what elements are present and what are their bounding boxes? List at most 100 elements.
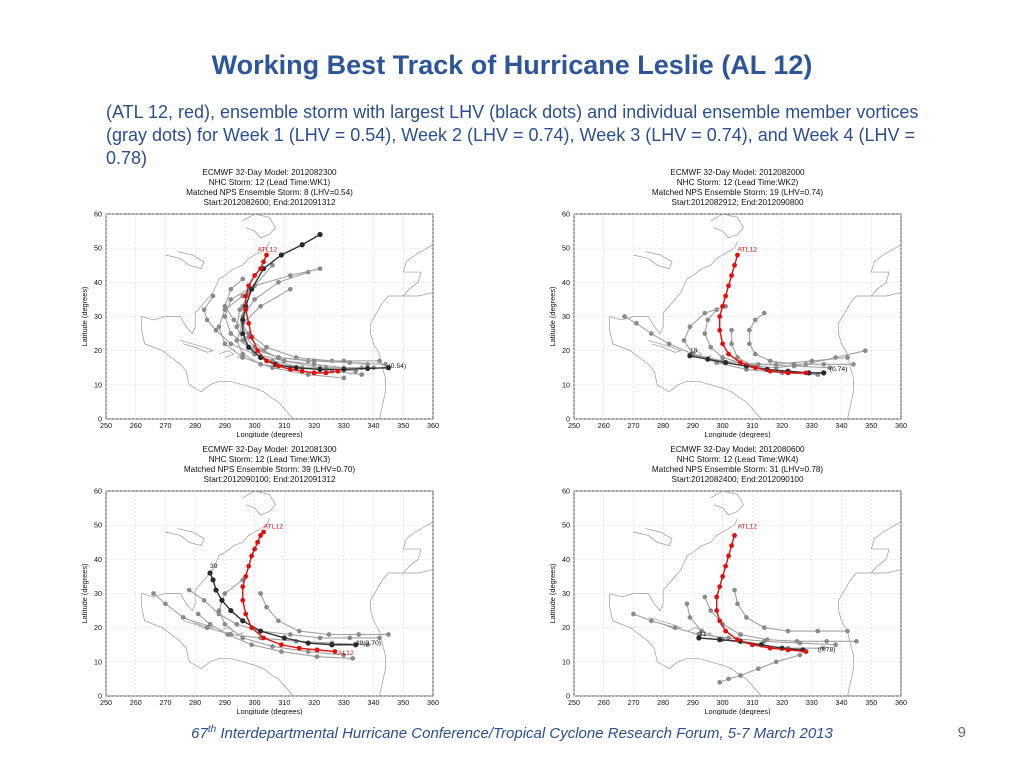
x-axis-label: Longitude (degrees): [704, 707, 770, 715]
data-point: [702, 594, 708, 600]
x-tick-label: 350: [397, 698, 409, 707]
y-tick-label: 50: [94, 244, 102, 253]
data-point: [207, 621, 213, 627]
data-point: [240, 276, 246, 282]
y-tick-label: 20: [94, 623, 102, 632]
data-point: [753, 317, 758, 323]
data-point: [747, 327, 752, 333]
data-point: [246, 283, 252, 289]
data-point: [216, 324, 222, 330]
data-point: [341, 652, 347, 658]
data-point: [257, 628, 264, 634]
chart-title-line: Matched NPS Ensemble Storm: 8 (LHV=0.54): [186, 188, 353, 197]
series-atl12: [240, 529, 338, 654]
data-point: [729, 341, 734, 347]
data-point: [276, 363, 281, 369]
grid-lines: [105, 490, 434, 697]
y-tick-label: 0: [566, 415, 570, 424]
series-member: [258, 591, 391, 637]
x-tick-label: 280: [657, 421, 669, 430]
data-point: [219, 597, 225, 603]
series-atl12: [717, 252, 809, 376]
chart-title-line: Start:2012090100; End:2012091312: [203, 475, 335, 484]
data-point: [317, 266, 323, 271]
x-tick-label: 260: [598, 698, 610, 707]
data-point: [264, 344, 269, 350]
footer-ordinal: 67: [191, 725, 208, 742]
x-tick-label: 290: [687, 698, 699, 707]
data-point: [681, 338, 687, 343]
data-point: [329, 642, 335, 648]
data-point: [797, 652, 803, 658]
y-tick-label: 20: [562, 346, 570, 355]
coastline: [141, 593, 202, 669]
data-point: [717, 680, 722, 685]
data-point: [648, 331, 654, 336]
chart-title-line: Matched NPS Ensemble Storm: 31 (LHV=0.78…: [652, 465, 824, 474]
x-tick-label: 290: [687, 421, 699, 430]
data-point: [705, 317, 711, 323]
data-point: [687, 353, 693, 359]
data-point: [634, 321, 639, 326]
data-point: [761, 625, 767, 630]
grid-lines: [573, 490, 902, 697]
coastline: [218, 350, 235, 358]
coastline: [633, 528, 673, 547]
data-point: [195, 611, 201, 617]
data-point: [207, 570, 213, 576]
data-point: [723, 563, 729, 569]
data-point: [821, 370, 827, 376]
data-point: [311, 370, 317, 376]
data-point: [705, 356, 711, 362]
data-point: [281, 635, 287, 641]
data-point: [213, 327, 219, 333]
coastline: [710, 490, 744, 516]
data-point: [723, 628, 729, 634]
data-point: [735, 355, 740, 360]
data-point: [222, 341, 228, 347]
series-atl12: [714, 533, 809, 654]
data-point: [204, 317, 210, 323]
data-point: [278, 642, 284, 648]
x-tick-label: 250: [568, 421, 580, 430]
data-point: [785, 647, 791, 653]
data-point: [699, 628, 705, 634]
coastline: [236, 632, 244, 637]
data-point: [747, 341, 752, 347]
x-tick-label: 340: [368, 421, 380, 430]
data-point: [723, 360, 729, 366]
data-point: [341, 375, 347, 381]
x-tick-label: 290: [219, 698, 231, 707]
track-line: [704, 596, 857, 642]
data-point: [228, 297, 234, 302]
series-member: [151, 591, 370, 648]
x-tick-label: 290: [219, 421, 231, 430]
y-axis-label: Latitude (degrees): [548, 287, 557, 347]
data-point: [243, 574, 249, 579]
data-point: [234, 324, 240, 330]
data-point: [749, 642, 755, 648]
data-point: [332, 649, 338, 654]
y-tick-label: 30: [562, 312, 570, 321]
track-line: [242, 233, 389, 371]
data-point: [258, 533, 263, 538]
data-point: [714, 608, 720, 613]
x-tick-label: 330: [338, 421, 350, 430]
data-point: [279, 649, 284, 654]
data-point: [317, 231, 323, 238]
data-point: [732, 587, 737, 593]
x-tick-label: 250: [568, 698, 580, 707]
chart-title-line: NHC Storm: 12 (Lead Time:WK1): [209, 178, 331, 187]
coastline: [402, 521, 434, 574]
data-point: [282, 358, 287, 364]
data-point: [684, 601, 690, 607]
x-tick-label: 330: [338, 698, 350, 707]
data-point: [767, 368, 773, 374]
data-point: [222, 314, 228, 319]
series-atl12: [243, 252, 341, 376]
x-tick-label: 350: [865, 421, 877, 430]
x-tick-label: 260: [598, 421, 610, 430]
coastline: [242, 213, 276, 239]
coastlines: [141, 490, 434, 697]
coastline: [609, 241, 738, 335]
